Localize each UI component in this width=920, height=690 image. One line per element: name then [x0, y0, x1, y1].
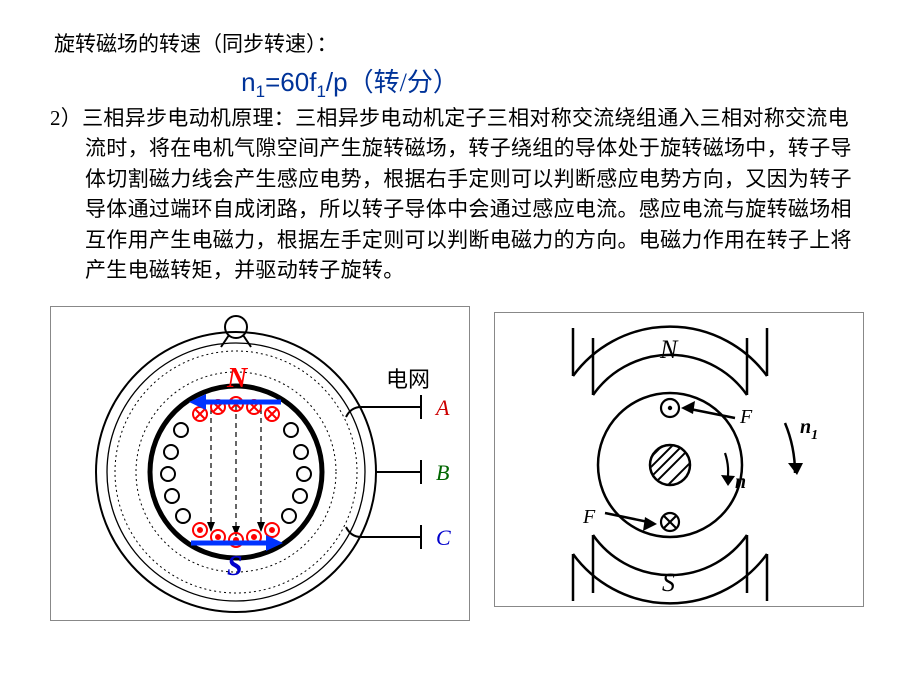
pole-s-label: S	[227, 551, 243, 582]
pole-n-right: N	[659, 335, 679, 364]
figure-row: N S 电网 A B C	[50, 306, 870, 621]
body-paragraph: 2）三相异步电动机原理：三相异步电动机定子三相对称交流绕组通入三相对称交流电流时…	[50, 103, 870, 286]
para-text: 三相异步电动机原理：三相异步电动机定子三相对称交流绕组通入三相对称交流电流时，将…	[82, 106, 852, 282]
n-head	[721, 475, 735, 486]
formula-eq: =60f	[265, 67, 316, 97]
f-top-label: F	[739, 406, 753, 428]
formula-line: n1=60f1/p（转/分）	[0, 62, 870, 99]
figure-motor-force: F F n1 n N S	[494, 312, 864, 607]
pole-s-right: S	[662, 568, 675, 597]
formula-unit: （转/分）	[348, 68, 459, 97]
formula-lhs-sub: 1	[256, 82, 265, 101]
phase-c-label: C	[436, 525, 451, 550]
grid-label: 电网	[386, 367, 430, 392]
f-bot-label: F	[582, 506, 596, 528]
para-label: 2）	[50, 106, 82, 130]
f-top-head	[681, 401, 695, 414]
motor-force-svg: F F n1 n N S	[495, 313, 865, 608]
shaft-circle	[650, 445, 690, 485]
f-bot-head	[643, 517, 657, 531]
slide-page: 旋转磁场的转速（同步转速）： n1=60f1/p（转/分） 2）三相异步电动机原…	[0, 0, 920, 690]
formula-div: /p	[326, 67, 348, 97]
phase-a-label: A	[434, 395, 450, 420]
heading-text: 旋转磁场的转速（同步转速）：	[54, 28, 870, 58]
pole-n-label: N	[226, 363, 249, 394]
knob-line-l	[221, 335, 229, 347]
formula-rhs-sub: 1	[316, 82, 325, 101]
n1-head	[788, 463, 803, 475]
phase-b-label: B	[436, 460, 449, 485]
n-label: n	[735, 471, 746, 493]
conductor-out-dot	[668, 405, 672, 409]
figure-motor-front: N S 电网 A B C	[50, 306, 470, 621]
n1-label: n1	[800, 416, 818, 443]
knob-line-r	[243, 335, 251, 347]
motor-front-svg: N S 电网 A B C	[51, 307, 471, 622]
formula-lhs-var: n	[241, 67, 255, 97]
